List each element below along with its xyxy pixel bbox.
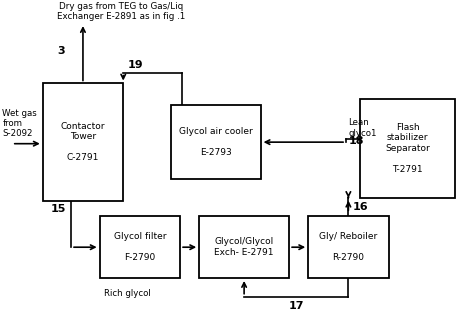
Text: 19: 19 [128, 60, 144, 70]
Text: Glycol/Glycol
Exch- E-2791: Glycol/Glycol Exch- E-2791 [214, 238, 274, 257]
Text: Wet gas
from
S-2092: Wet gas from S-2092 [2, 109, 37, 138]
Text: 18: 18 [348, 136, 364, 146]
Text: Rich glycol: Rich glycol [104, 289, 151, 298]
Text: Flash
stabilizer
Separator

T-2791: Flash stabilizer Separator T-2791 [385, 123, 430, 174]
Bar [100, 216, 180, 278]
Text: Contactor
Tower

C-2791: Contactor Tower C-2791 [61, 122, 105, 162]
Bar [308, 216, 389, 278]
Text: 16: 16 [353, 202, 369, 212]
Text: Glycol air cooler

E-2793: Glycol air cooler E-2793 [179, 127, 253, 157]
Text: Glycol filter

F-2790: Glycol filter F-2790 [114, 232, 166, 262]
Text: 17: 17 [289, 301, 304, 309]
Bar [199, 216, 289, 278]
Text: Dry gas from TEG to Gas/Liq
Exchanger E-2891 as in fig .1: Dry gas from TEG to Gas/Liq Exchanger E-… [57, 2, 185, 21]
Text: 15: 15 [51, 204, 66, 214]
Text: 3: 3 [57, 46, 64, 56]
Bar [171, 105, 261, 179]
Text: Gly/ Reboiler

R-2790: Gly/ Reboiler R-2790 [319, 232, 377, 262]
Bar [43, 83, 123, 201]
Text: Lean
glyco1: Lean glyco1 [348, 118, 377, 138]
Bar [360, 99, 455, 198]
